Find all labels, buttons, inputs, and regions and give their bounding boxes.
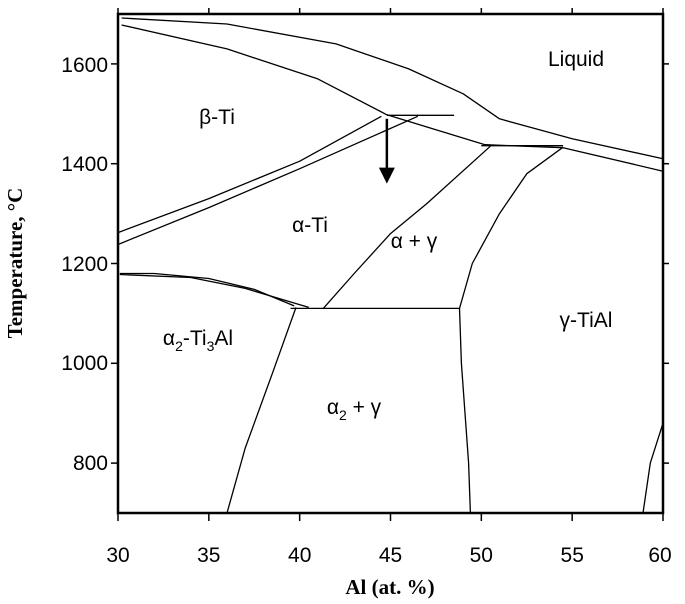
axis-ticks <box>111 8 669 521</box>
boundary-alpha2-top-inner <box>119 273 309 309</box>
region-label-gamma-tial: γ-TiAl <box>560 309 613 332</box>
x-tick-label: 45 <box>379 544 402 567</box>
cooling-arrow <box>378 118 395 184</box>
boundary-alpha-beta-lower <box>117 115 419 246</box>
phase-boundaries <box>117 17 664 514</box>
boundary-alpha2-top <box>119 272 295 307</box>
boundary-beta-solidus <box>121 24 388 116</box>
boundary-gamma-right-edge <box>642 423 664 514</box>
region-label-alpha2-ti3al: α2-Ti3Al <box>163 327 233 354</box>
x-tick-label: 40 <box>288 544 311 567</box>
boundary-gamma-upper-left <box>458 146 564 309</box>
y-tick-label: 1400 <box>61 153 108 176</box>
x-tick-label: 55 <box>561 544 584 567</box>
y-tick-label: 1000 <box>61 352 108 375</box>
x-tick-label: 50 <box>470 544 493 567</box>
boundary-beta-transus <box>117 115 382 234</box>
boundary-peritectic-upper-right <box>386 114 664 172</box>
x-tick-label: 60 <box>648 544 671 567</box>
x-tick-label: 30 <box>106 544 129 567</box>
y-tick-label: 1200 <box>61 253 108 276</box>
boundary-alpha-alpha-gamma <box>322 145 491 309</box>
y-tick-label: 800 <box>73 452 108 475</box>
region-label-alpha-gamma: α + γ <box>391 230 438 253</box>
boundary-gamma-solvus-left <box>458 308 472 514</box>
x-tick-labels: 30 35 40 45 50 55 60 <box>106 544 671 567</box>
region-label-liquid: Liquid <box>548 48 604 71</box>
y-tick-label: 1600 <box>61 54 108 77</box>
plot-frame <box>116 12 665 515</box>
region-label-alpha-ti: α-Ti <box>292 214 328 237</box>
y-axis-title: Temperature, °C <box>3 188 27 339</box>
boundary-alpha2-solvus <box>226 307 297 514</box>
x-axis-title: Al (at. %) <box>345 575 434 599</box>
x-tick-label: 35 <box>197 544 220 567</box>
region-label-beta-ti: β-Ti <box>199 106 235 129</box>
y-tick-labels: 800 1000 1200 1400 1600 <box>61 54 108 475</box>
boundary-liquidus <box>121 17 664 160</box>
region-label-alpha2-gamma: α2 + γ <box>327 396 382 423</box>
arrow-head <box>378 167 395 184</box>
